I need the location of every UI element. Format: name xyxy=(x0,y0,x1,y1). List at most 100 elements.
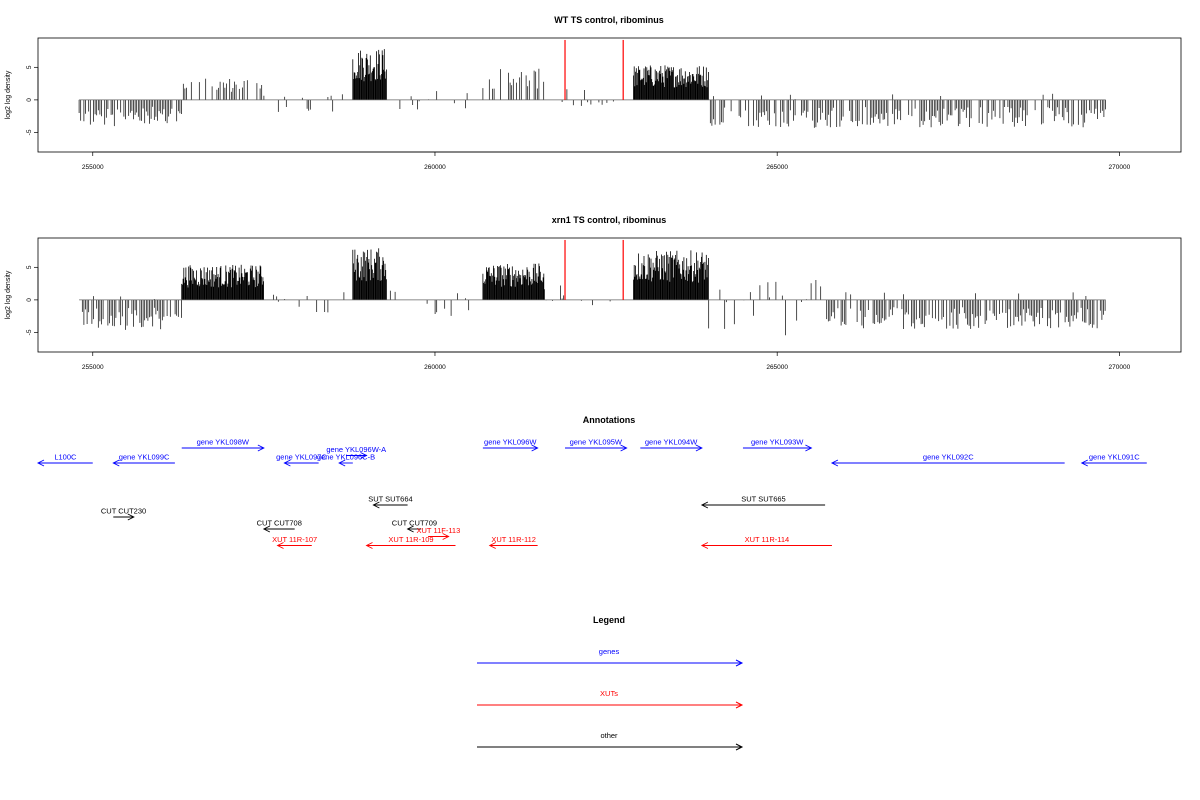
feature-arrowhead xyxy=(360,452,368,459)
annotation-feature: gene YKL096W xyxy=(482,438,539,452)
xrn1-density-block xyxy=(273,292,345,313)
annotation-feature: XUT 11R-109 xyxy=(365,535,456,549)
feature-arrowhead xyxy=(36,459,45,467)
legend-title: Legend xyxy=(593,615,625,625)
feature-arrowhead xyxy=(620,444,628,452)
annotation-feature: CUT CUT230 xyxy=(101,507,146,521)
feature-arrowhead xyxy=(338,459,346,467)
annotation-label: CUT CUT709 xyxy=(392,519,437,528)
legend-entries: genes XUTs other xyxy=(477,647,744,751)
annotation-label: CUT CUT230 xyxy=(101,507,146,516)
annotation-feature: CUT CUT708 xyxy=(257,519,302,533)
annotation-feature: SUT SUT664 xyxy=(368,495,413,509)
feature-arrowhead xyxy=(700,501,709,509)
annotation-label: XUT 11F-113 xyxy=(417,526,461,535)
annotation-feature: gene YKL096C-B xyxy=(317,453,375,467)
annotation-feature: SUT SUT665 xyxy=(700,495,826,509)
legend-panel: Legend genes XUTs other xyxy=(477,615,744,751)
xrn1-axes: -5 0 5 255000 260000 265000 270000 xyxy=(26,265,1131,371)
annotation-label: gene YKL095W xyxy=(570,438,623,447)
feature-arrowhead xyxy=(127,513,135,521)
wt-y-tick-label: -5 xyxy=(26,129,33,135)
annotation-label: gene YKL097C xyxy=(276,453,327,462)
wt-density-block xyxy=(182,78,263,100)
wt-density-block xyxy=(399,91,468,110)
wt-y-tick-label: 5 xyxy=(26,65,33,69)
annotation-feature: gene YKL095W xyxy=(565,438,628,452)
xrn1-x-tick-label: 265000 xyxy=(766,364,788,371)
xrn1-density-panel: xrn1 TS control, ribominus log2 log dens… xyxy=(5,215,1182,371)
annotation-label: gene YKL096W xyxy=(484,438,537,447)
annotation-label: XUT 11R-112 xyxy=(491,535,536,544)
wt-density-block xyxy=(633,65,709,100)
wt-density-block xyxy=(561,89,614,106)
xrn1-density-block xyxy=(708,280,822,336)
annotation-feature: gene YKL091C xyxy=(1080,453,1147,467)
wt-x-tick-label: 270000 xyxy=(1109,164,1131,171)
feature-arrowhead xyxy=(257,444,265,452)
wt-axes: -5 0 5 255000 260000 265000 270000 xyxy=(26,65,1131,171)
annotation-feature: XUT 11F-113 xyxy=(417,526,461,540)
xrn1-density-bars xyxy=(79,239,1106,336)
legend-entry: genes xyxy=(477,647,744,667)
feature-arrowhead xyxy=(1080,459,1088,467)
wt-x-tick-label: 260000 xyxy=(424,164,446,171)
feature-arrowhead xyxy=(442,533,450,540)
xrn1-y-axis-label: log2 log density xyxy=(5,270,12,319)
xrn1-x-tick-label: 255000 xyxy=(82,364,104,371)
annotation-feature: gene YKL094W xyxy=(640,438,703,452)
feature-arrowhead xyxy=(830,459,839,467)
wt-density-block xyxy=(352,49,387,100)
annotation-feature: L100C xyxy=(36,453,93,467)
annotation-features: L100C gene YKL099C gene YKL098W gene YKL097… xyxy=(36,438,1147,549)
annotation-feature: gene YKL096W-A xyxy=(326,445,386,459)
xrn1-density-block xyxy=(544,285,611,306)
legend-arrowhead xyxy=(735,659,744,667)
annotation-label: gene YKL094W xyxy=(645,438,698,447)
xrn1-y-tick-label: -5 xyxy=(26,329,33,335)
annotation-feature: gene YKL093W xyxy=(742,438,813,452)
feature-arrowhead xyxy=(365,542,373,549)
annotations-title: Annotations xyxy=(583,415,636,425)
feature-arrowhead xyxy=(695,444,703,452)
wt-x-tick-label: 255000 xyxy=(82,164,104,171)
annotation-feature: CUT CUT709 xyxy=(392,519,437,533)
feature-arrowhead xyxy=(406,525,414,533)
xrn1-panel-title: xrn1 TS control, ribominus xyxy=(552,215,667,225)
legend-arrowhead xyxy=(735,701,744,709)
xrn1-density-block xyxy=(352,248,387,300)
xrn1-y-tick-label: 5 xyxy=(26,265,33,269)
wt-panel-title: WT TS control, ribominus xyxy=(554,15,664,25)
feature-arrowhead xyxy=(276,542,284,549)
feature-arrowhead xyxy=(700,542,709,549)
wt-density-block xyxy=(709,93,1106,128)
annotations-panel: Annotations L100C gene YKL099C gene YKL098… xyxy=(36,415,1147,549)
annotation-label: SUT SUT664 xyxy=(368,495,412,504)
legend-arrowhead xyxy=(735,743,744,751)
legend-label: other xyxy=(600,731,618,740)
annotation-label: gene YKL098W xyxy=(197,438,250,447)
annotation-label: gene YKL099C xyxy=(119,453,170,462)
annotation-feature: XUT 11R-112 xyxy=(488,535,538,549)
feature-arrowhead xyxy=(372,501,380,509)
annotation-feature: gene YKL098W xyxy=(181,438,265,452)
annotation-feature: XUT 11R-107 xyxy=(272,535,317,549)
annotation-label: gene YKL096W-A xyxy=(326,445,386,454)
annotation-label: XUT 11R-109 xyxy=(388,535,433,544)
annotation-feature: gene YKL099C xyxy=(112,453,175,467)
annotation-label: CUT CUT708 xyxy=(257,519,302,528)
wt-density-bars xyxy=(78,39,1106,128)
legend-entry: XUTs xyxy=(477,689,744,709)
annotation-feature: gene YKL092C xyxy=(830,453,1065,467)
xrn1-density-block xyxy=(81,296,182,330)
wt-plot-frame xyxy=(37,37,1182,153)
xrn1-density-block xyxy=(389,290,470,316)
annotation-label: gene YKL096C-B xyxy=(317,453,375,462)
xrn1-density-block xyxy=(633,250,709,300)
annotation-feature: XUT 11R-114 xyxy=(700,535,832,549)
annotation-label: SUT SUT665 xyxy=(741,495,785,504)
feature-arrowhead xyxy=(262,525,271,533)
feature-arrowhead xyxy=(283,459,291,467)
legend-label: genes xyxy=(599,647,620,656)
